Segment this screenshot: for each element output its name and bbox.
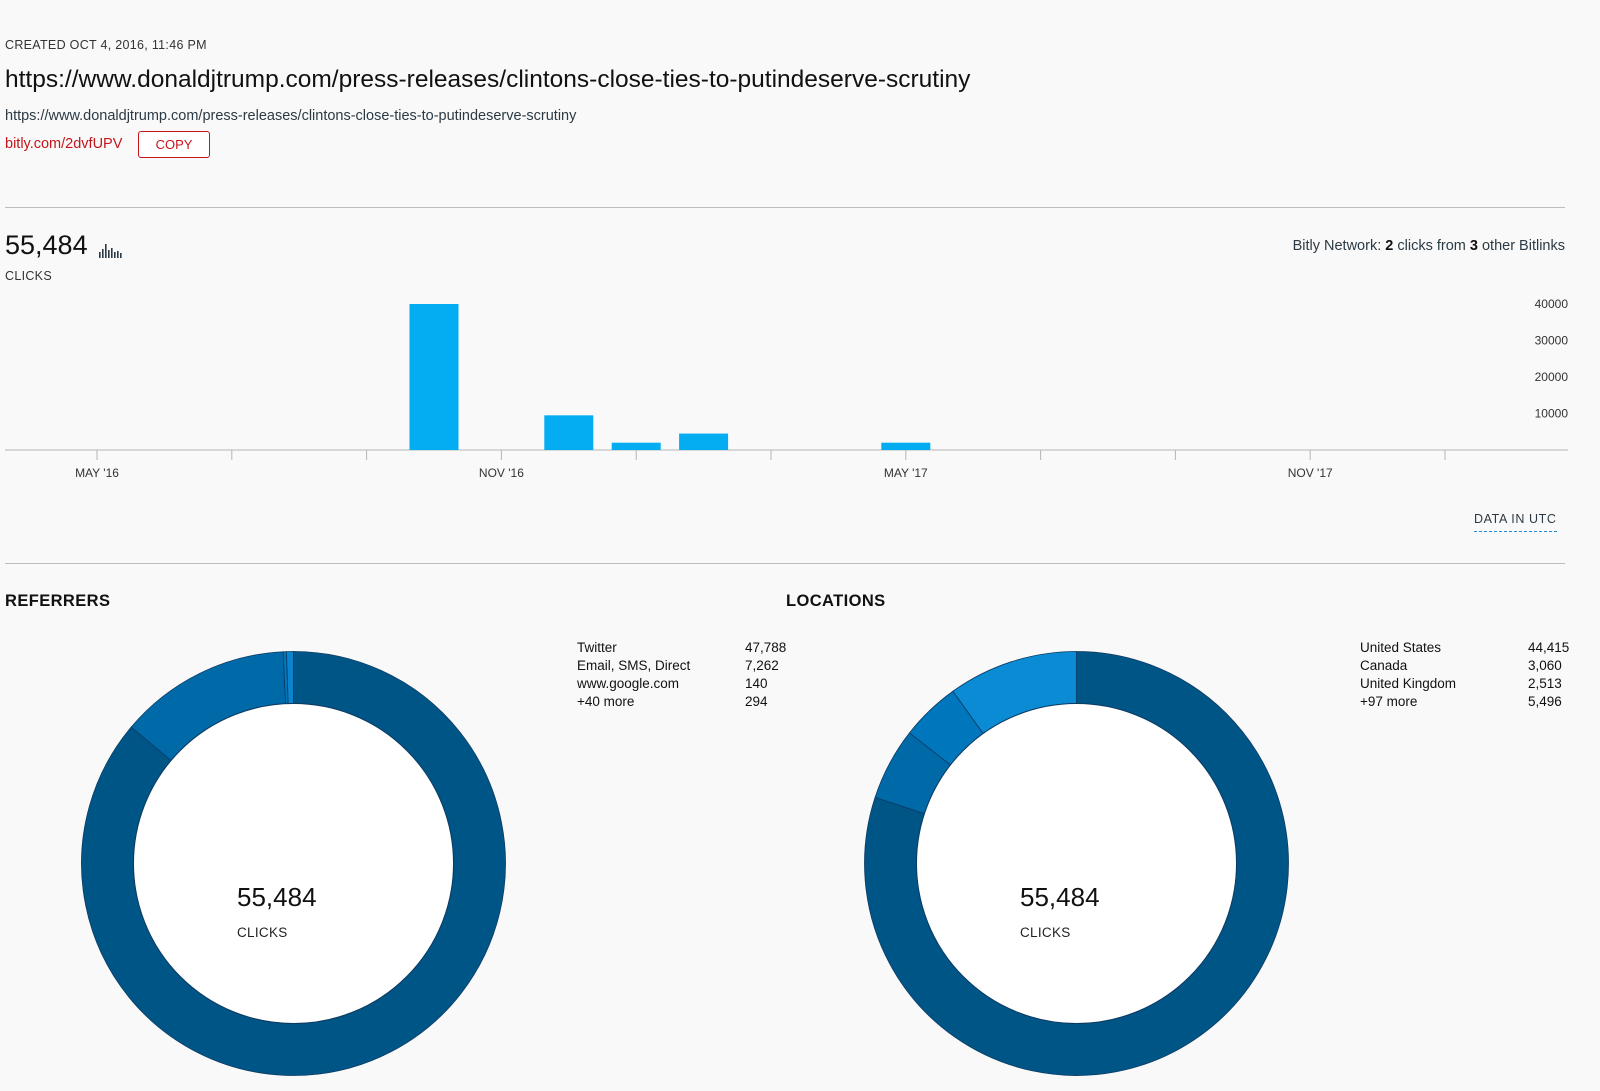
short-link[interactable]: bitly.com/2dvfUPV [5,136,123,152]
legend-label: Canada [1360,658,1408,673]
bar[interactable] [881,442,931,450]
legend-value: 44,415 [1528,640,1570,655]
bar[interactable] [544,415,594,450]
y-tick-label: 30000 [1535,334,1569,348]
legend-value: 5,496 [1528,694,1562,709]
bar-chart-icon[interactable] [99,244,123,258]
legend-label: +40 more [577,694,635,709]
legend-row[interactable]: Twitter 47,788 [577,640,787,658]
divider [5,563,1565,564]
network-suffix: other Bitlinks [1477,238,1565,254]
referrers-donut-chart[interactable] [80,650,507,1077]
legend-row[interactable]: Email, SMS, Direct 7,262 [577,658,787,676]
donut-hole [133,703,454,1024]
locations-total-label: CLICKS [1020,925,1071,940]
referrers-total-label: CLICKS [237,925,288,940]
divider [5,207,1565,208]
bar[interactable] [409,304,459,450]
legend-label: +97 more [1360,694,1418,709]
x-tick-label: MAY '16 [75,466,119,480]
x-tick-label: NOV '17 [1288,466,1333,480]
network-prefix: Bitly Network: [1292,238,1386,254]
bar[interactable] [611,442,661,450]
legend-value: 294 [745,694,768,709]
x-tick-label: MAY '17 [884,466,928,480]
network-links-count: 3 [1469,238,1478,254]
legend-row[interactable]: www.google.com 140 [577,676,787,694]
legend-row[interactable]: Canada 3,060 [1360,658,1570,676]
network-mid: clicks from [1393,238,1470,254]
network-clicks-count: 2 [1385,238,1394,254]
locations-legend: United States 44,415 Canada 3,060 United Kin… [1360,640,1570,712]
locations-title: LOCATIONS [786,592,886,610]
locations-center: 55,484 CLICKS [1020,882,1100,940]
y-tick-label: 10000 [1535,407,1569,421]
total-clicks: 55,484 [5,230,88,260]
legend-value: 2,513 [1528,676,1562,691]
copy-button[interactable]: COPY [138,131,210,158]
x-tick-label: NOV '16 [479,466,524,480]
bar[interactable] [679,433,729,450]
legend-row[interactable]: United States 44,415 [1360,640,1570,658]
legend-row[interactable]: United Kingdom 2,513 [1360,676,1570,694]
long-url[interactable]: https://www.donaldjtrump.com/press-relea… [5,108,577,124]
referrers-center: 55,484 CLICKS [237,882,317,940]
clicks-bar-chart[interactable]: MAY '16 NOV '16 MAY '17 NOV '17 10000 20000 30… [0,290,1600,480]
legend-label: United Kingdom [1360,676,1457,691]
donut-hole [916,703,1237,1024]
referrers-title: REFERRERS [5,592,111,610]
legend-value: 140 [745,676,768,691]
locations-donut-chart[interactable] [863,650,1290,1077]
legend-value: 7,262 [745,658,779,673]
legend-label: www.google.com [577,676,680,691]
legend-label: Email, SMS, Direct [577,658,691,673]
legend-value: 3,060 [1528,658,1562,673]
y-tick-label: 40000 [1535,297,1569,311]
locations-total: 55,484 [1020,882,1100,912]
bitly-network-summary[interactable]: Bitly Network: 2 clicks from 3 other Bit… [1293,238,1565,254]
created-date: CREATED OCT 4, 2016, 11:46 PM [5,38,207,52]
legend-row[interactable]: +97 more 5,496 [1360,694,1570,712]
page-title: https://www.donaldjtrump.com/press-relea… [5,66,971,93]
legend-label: Twitter [577,640,617,655]
clicks-label: CLICKS [5,269,52,283]
legend-row[interactable]: +40 more 294 [577,694,787,712]
referrers-legend: Twitter 47,788 Email, SMS, Direct 7,262 www.… [577,640,787,712]
legend-value: 47,788 [745,640,787,655]
legend-label: United States [1360,640,1442,655]
data-in-utc-toggle[interactable]: DATA IN UTC [1474,512,1557,532]
referrers-total: 55,484 [237,882,317,912]
y-tick-label: 20000 [1535,370,1569,384]
